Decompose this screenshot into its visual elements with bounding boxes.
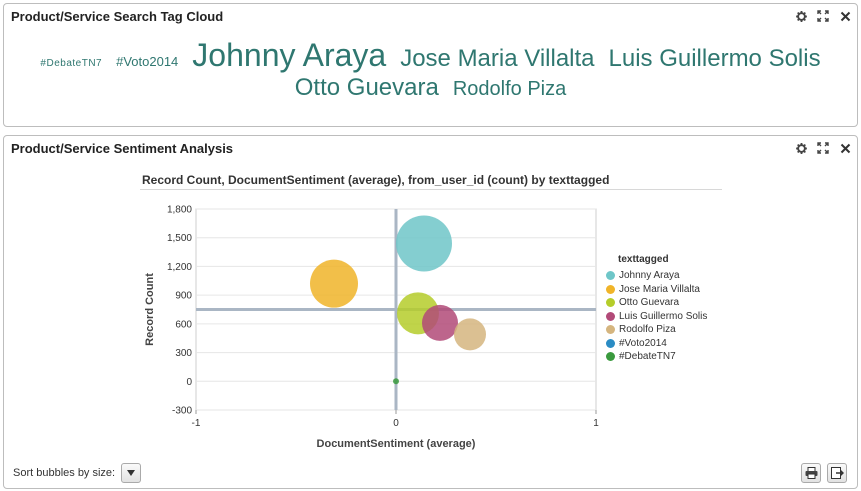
legend-label: #Voto2014 bbox=[619, 337, 667, 349]
tag-cloud-panel-tools bbox=[793, 8, 853, 24]
y-tick-label: 0 bbox=[186, 377, 192, 388]
data-bubble[interactable] bbox=[396, 215, 452, 272]
y-tick-label: 300 bbox=[175, 348, 192, 359]
sort-bubbles-control: Sort bubbles by size: bbox=[13, 463, 142, 483]
data-bubble[interactable] bbox=[422, 304, 458, 341]
legend-swatch bbox=[606, 325, 615, 335]
legend-label: #DebateTN7 bbox=[619, 351, 676, 363]
tag-cloud-tag[interactable]: Jose Maria Villalta bbox=[400, 45, 595, 72]
sort-bubbles-label: Sort bubbles by size: bbox=[13, 467, 116, 479]
tag-cloud: #DebateTN7 #Voto2014 Johnny Araya Jose Mari… bbox=[4, 37, 857, 102]
chevron-down-icon bbox=[127, 470, 136, 476]
data-bubble[interactable] bbox=[454, 318, 486, 351]
tag-cloud-tag[interactable]: Otto Guevara bbox=[294, 74, 439, 102]
legend-item[interactable]: Otto Guevara bbox=[606, 296, 707, 310]
legend-item[interactable]: Jose Maria Villalta bbox=[606, 283, 707, 297]
legend-swatch bbox=[606, 298, 615, 308]
tag-cloud-panel: Product/Service Search Tag Cloud #Debate… bbox=[3, 3, 858, 127]
x-tick-label: -1 bbox=[192, 418, 201, 429]
gear-icon[interactable] bbox=[793, 140, 809, 156]
legend-item[interactable]: Johnny Araya bbox=[606, 269, 707, 283]
legend-swatch bbox=[606, 311, 615, 321]
y-tick-label: 1,800 bbox=[167, 205, 192, 216]
legend-item[interactable]: #DebateTN7 bbox=[606, 350, 707, 364]
y-tick-label: -300 bbox=[172, 406, 192, 417]
legend-item[interactable]: #Voto2014 bbox=[606, 337, 707, 351]
x-tick-label: 1 bbox=[593, 418, 599, 429]
close-icon[interactable] bbox=[837, 8, 853, 24]
sort-dropdown-button[interactable] bbox=[121, 463, 142, 483]
export-button[interactable] bbox=[827, 463, 847, 483]
tag-cloud-panel-title: Product/Service Search Tag Cloud bbox=[11, 9, 224, 24]
legend-item[interactable]: Luis Guillermo Solis bbox=[606, 310, 707, 324]
y-tick-label: 1,200 bbox=[167, 262, 192, 273]
data-bubble[interactable] bbox=[310, 259, 358, 308]
maximize-icon[interactable] bbox=[815, 140, 831, 156]
print-button[interactable] bbox=[801, 463, 821, 483]
tag-cloud-tag[interactable]: Johnny Araya bbox=[192, 37, 387, 73]
legend-swatch bbox=[606, 271, 615, 281]
close-icon[interactable] bbox=[837, 140, 853, 156]
gear-icon[interactable] bbox=[793, 8, 809, 24]
legend-label: Luis Guillermo Solis bbox=[619, 310, 708, 322]
sentiment-panel: Product/Service Sentiment Analysis Recor… bbox=[3, 135, 858, 489]
tag-cloud-tag[interactable]: Luis Guillermo Solis bbox=[608, 45, 821, 72]
tag-cloud-tag[interactable]: #Voto2014 bbox=[116, 54, 179, 69]
tag-cloud-row: #DebateTN7 #Voto2014 Johnny Araya Jose Mari… bbox=[4, 37, 857, 73]
chart-title-divider bbox=[140, 189, 722, 190]
data-bubble[interactable] bbox=[393, 378, 399, 385]
export-icon bbox=[830, 467, 844, 479]
sentiment-panel-tools bbox=[793, 140, 853, 156]
tag-cloud-tag[interactable]: #DebateTN7 bbox=[40, 58, 103, 69]
print-icon bbox=[805, 467, 817, 479]
y-tick-label: 600 bbox=[175, 319, 192, 330]
legend-title: texttagged bbox=[618, 254, 669, 265]
x-axis-label: DocumentSentiment (average) bbox=[317, 438, 476, 450]
legend-label: Rodolfo Piza bbox=[619, 324, 676, 336]
legend-label: Otto Guevara bbox=[619, 297, 680, 309]
bubble-chart: -300 0 300 600 900 1,200 1,500 1,800 -1 0 1 Documen… bbox=[144, 205, 599, 451]
legend-swatch bbox=[606, 352, 615, 362]
legend-label: Johnny Araya bbox=[619, 270, 680, 282]
legend-item[interactable]: Rodolfo Piza bbox=[606, 323, 707, 337]
maximize-icon[interactable] bbox=[815, 8, 831, 24]
y-axis-label: Record Count bbox=[144, 273, 156, 346]
tag-cloud-row: Otto Guevara Rodolfo Piza bbox=[4, 74, 857, 102]
legend-label: Jose Maria Villalta bbox=[619, 283, 700, 295]
sentiment-panel-title: Product/Service Sentiment Analysis bbox=[11, 141, 234, 156]
chart-legend: texttagged Johnny Araya Jose Maria Villal… bbox=[606, 254, 707, 364]
chart-title: Record Count, DocumentSentiment (average… bbox=[142, 173, 610, 187]
y-tick-label: 900 bbox=[175, 291, 192, 302]
legend-swatch bbox=[606, 284, 615, 294]
legend-swatch bbox=[606, 338, 615, 348]
tag-cloud-tag[interactable]: Rodolfo Piza bbox=[452, 78, 567, 101]
x-tick-label: 0 bbox=[393, 418, 399, 429]
y-tick-label: 1,500 bbox=[167, 233, 192, 244]
